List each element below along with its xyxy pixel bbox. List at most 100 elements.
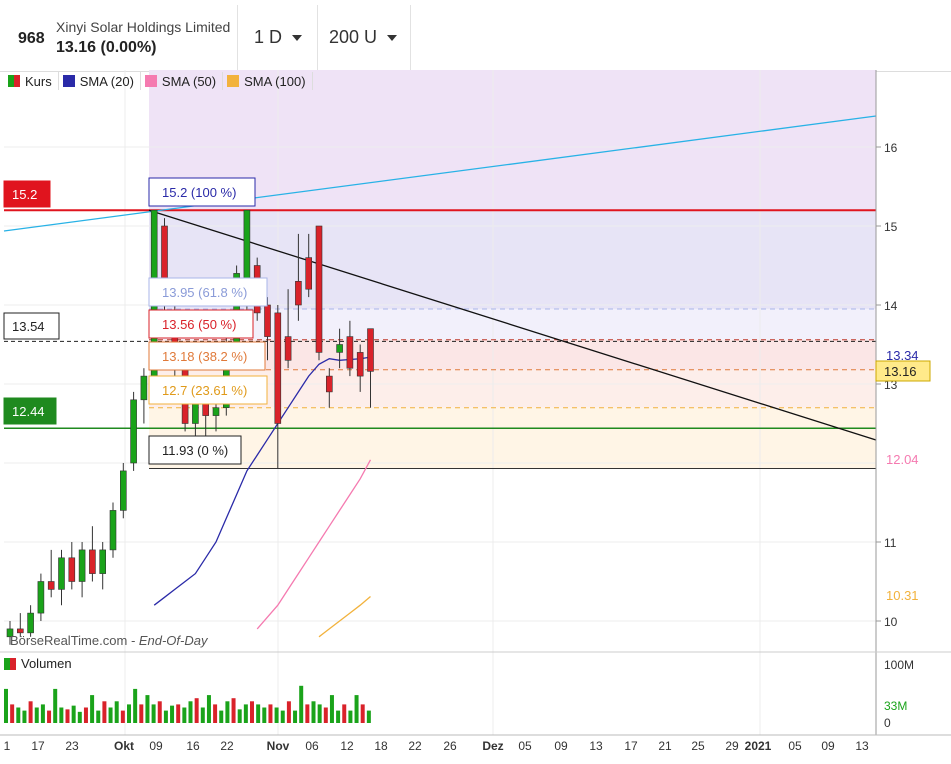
volume-bar xyxy=(274,707,279,723)
volume-bar xyxy=(231,698,236,723)
legend-kurs-label: Kurs xyxy=(25,73,52,89)
price-tag-15-2: 15.2 xyxy=(3,180,51,208)
legend-sma50[interactable]: SMA (50) xyxy=(141,72,224,90)
fib-label-text: 13.95 (61.8 %) xyxy=(162,285,247,300)
time-tick-label: 13 xyxy=(589,739,603,753)
price-tag-sma20-text: 13.34 xyxy=(886,348,919,363)
sma50-swatch-icon xyxy=(144,75,157,87)
units-value: 200 U xyxy=(329,27,378,47)
volume-bar xyxy=(77,711,82,723)
volume-bar xyxy=(299,685,304,723)
volume-bar xyxy=(139,704,144,723)
volume-bar xyxy=(317,704,322,723)
volume-bar xyxy=(22,710,27,723)
price-tag-sma50-box xyxy=(877,449,931,469)
volume-bar xyxy=(348,710,353,723)
candle-body xyxy=(99,549,106,574)
fib-label-text: 13.18 (38.2 %) xyxy=(162,349,247,364)
price-tag-last: 13.16 xyxy=(875,360,931,382)
units-dropdown[interactable]: 200 U xyxy=(317,5,411,71)
candle-body xyxy=(264,304,271,337)
volume-tick-label: 0 xyxy=(884,716,891,730)
price-tag-15-2-text: 15.2 xyxy=(12,187,37,202)
fib-label-box xyxy=(148,435,242,465)
volume-bar xyxy=(151,704,156,723)
volume-bar xyxy=(102,701,107,723)
fib-label: 13.18 (38.2 %) xyxy=(148,341,266,371)
price-tag-13-54: 13.54 xyxy=(3,312,60,340)
watermark: BörseRealTime.com - End-Of-Day xyxy=(10,633,209,648)
price-tick-label: 14 xyxy=(884,299,898,313)
volume-bar xyxy=(59,707,64,723)
price-tag-12-44-text: 12.44 xyxy=(12,404,45,419)
candle-body xyxy=(336,344,343,353)
time-tick-label: Dez xyxy=(482,739,503,753)
candle-body xyxy=(325,375,333,393)
volume-bar xyxy=(213,704,218,723)
legend-sma50-label: SMA (50) xyxy=(161,73,217,89)
price-tag-sma50: 12.04 xyxy=(877,449,931,469)
volume-bar xyxy=(188,701,193,723)
volume-bar xyxy=(311,701,316,723)
candle-body xyxy=(16,628,24,634)
legend-sma100[interactable]: SMA (100) xyxy=(223,72,313,90)
time-tick-label: Nov xyxy=(267,739,290,753)
time-tick-label: 05 xyxy=(518,739,532,753)
time-tick-label: Okt xyxy=(114,739,134,753)
candle-body xyxy=(284,336,292,361)
candle-body xyxy=(89,549,96,574)
volume-bar xyxy=(10,704,15,723)
volume-bar xyxy=(16,707,21,723)
candle-body xyxy=(37,581,45,614)
volume-bar xyxy=(4,688,8,723)
volume-bar xyxy=(83,707,88,723)
candle-body xyxy=(212,407,220,416)
chevron-down-icon xyxy=(292,35,303,42)
volume-bar xyxy=(194,698,199,723)
sma100-swatch-icon xyxy=(227,75,240,87)
trend-line-down xyxy=(148,209,877,441)
time-tick-label: 09 xyxy=(554,739,568,753)
volume-bar xyxy=(323,707,328,723)
time-tick-label: 17 xyxy=(624,739,638,753)
time-tick-label: 23 xyxy=(65,739,79,753)
legend-sma20[interactable]: SMA (20) xyxy=(59,72,141,90)
fib-label: 11.93 (0 %) xyxy=(148,435,242,465)
candle-body xyxy=(47,581,55,590)
volume-bar xyxy=(182,707,187,723)
volume-bar xyxy=(53,688,58,723)
candle-body xyxy=(27,612,34,634)
fib-zone-top xyxy=(149,70,876,211)
legend-kurs[interactable]: Kurs xyxy=(4,72,59,90)
volume-bar xyxy=(40,704,45,723)
chart-legend: Kurs SMA (20) SMA (50) SMA (100) xyxy=(4,72,313,92)
fib-zone xyxy=(149,308,876,340)
volume-bar xyxy=(163,710,168,723)
time-tick-label: 12 xyxy=(340,739,354,753)
time-tick-label: 22 xyxy=(220,739,234,753)
fib-label-box xyxy=(148,309,254,339)
volume-bar xyxy=(176,704,181,723)
volume-bar xyxy=(47,710,52,723)
time-tick-label: 13 xyxy=(855,739,869,753)
chevron-down-icon xyxy=(387,35,398,42)
candle-body xyxy=(295,280,302,306)
candle-body xyxy=(367,328,374,372)
time-tick-label: 16 xyxy=(186,739,200,753)
symbol-panel[interactable]: 968 Xinyi Solar Holdings Limited 13.16 (… xyxy=(0,5,238,71)
candle-body xyxy=(356,352,364,377)
volume-bar xyxy=(120,710,125,723)
price-tag-15-2-box xyxy=(3,180,51,208)
volume-swatch-icon xyxy=(4,657,16,670)
company-name: Xinyi Solar Holdings Limited xyxy=(56,19,231,35)
price-tick-label: 11 xyxy=(884,536,897,550)
interval-dropdown[interactable]: 1 D xyxy=(237,5,318,71)
volume-bar xyxy=(243,704,248,723)
volume-bar xyxy=(342,704,347,723)
time-tick-label: 06 xyxy=(305,739,319,753)
fib-zone xyxy=(149,407,876,469)
fib-label-text: 12.7 (23.61 %) xyxy=(162,383,247,398)
fib-label-box xyxy=(148,341,266,371)
time-tick-label: 09 xyxy=(149,739,163,753)
